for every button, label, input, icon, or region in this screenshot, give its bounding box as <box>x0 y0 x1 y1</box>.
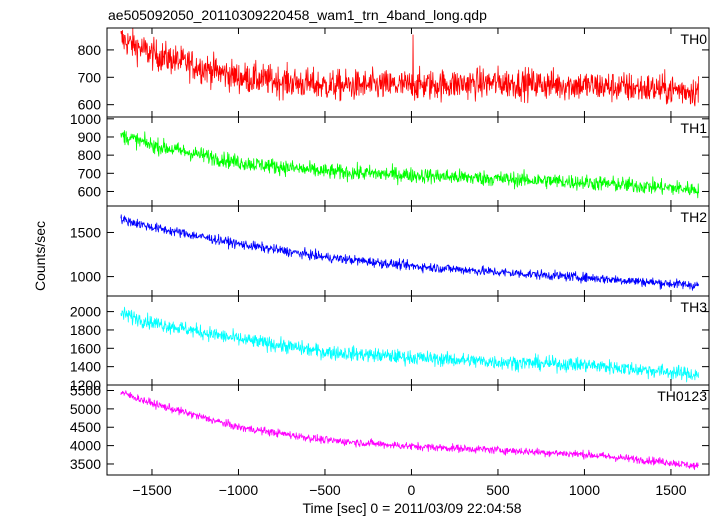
y-tick-label: 600 <box>78 97 102 113</box>
series-th3 <box>120 306 700 383</box>
y-tick-label: 800 <box>78 42 102 58</box>
y-tick-label: 600 <box>78 183 102 199</box>
y-tick-label: 4500 <box>70 419 101 435</box>
panel-th1: 600 700 800 900 1000 TH1 <box>70 111 710 207</box>
panel-frame <box>106 384 710 476</box>
panel-th3: 1200 1400 1600 1800 2000 TH3 <box>70 295 710 393</box>
panel-th0: 600 700 800 TH0 <box>78 27 710 118</box>
x-axis: −1500 −1000 −500 0 500 1000 1500 <box>132 482 686 498</box>
y-tick-label: 700 <box>78 69 102 85</box>
panel-label: TH3 <box>681 299 708 315</box>
panel-label: TH1 <box>681 120 708 136</box>
x-tick-label: −1000 <box>219 482 259 498</box>
chart-title: ae505092050_20110309220458_wam1_trn_4ban… <box>108 7 487 23</box>
x-tick-label: −1500 <box>132 482 172 498</box>
y-tick-label: 1600 <box>70 340 101 356</box>
panel-frame <box>106 205 710 297</box>
panel-th2: 1000 1500 TH2 <box>70 205 710 297</box>
y-tick-label: 1400 <box>70 359 101 375</box>
y-tick-label: 1000 <box>70 111 101 127</box>
series-th0123 <box>120 390 699 471</box>
series-th0 <box>120 27 700 107</box>
y-tick-label: 3500 <box>70 456 101 472</box>
y-axis-label: Counts/sec <box>32 221 48 291</box>
x-tick-label: 1000 <box>569 482 600 498</box>
y-tick-label: 1000 <box>70 269 101 285</box>
x-tick-label: 1500 <box>655 482 686 498</box>
y-tick-label: 5000 <box>70 401 101 417</box>
x-tick-label: 0 <box>408 482 416 498</box>
y-tick-label: 5500 <box>70 383 101 399</box>
panel-label: TH0123 <box>657 388 707 404</box>
y-tick-label: 1500 <box>70 224 101 240</box>
series-th2 <box>120 214 700 291</box>
y-tick-label: 2000 <box>70 304 101 320</box>
x-tick-label: −500 <box>309 482 341 498</box>
panel-label: TH0 <box>681 31 708 47</box>
panels: 600 700 800 TH0 600 700 800 900 1000 TH1 1000 1500 T… <box>70 27 710 476</box>
x-tick-label: 500 <box>486 482 510 498</box>
series-th1 <box>120 130 700 199</box>
y-tick-label: 700 <box>78 165 102 181</box>
y-tick-label: 1800 <box>70 322 101 338</box>
y-tick-label: 900 <box>78 129 102 145</box>
panel-frame <box>106 295 710 386</box>
y-tick-label: 4000 <box>70 438 101 454</box>
x-axis-label: Time [sec] 0 = 2011/03/09 22:04:58 <box>302 500 521 516</box>
panel-label: TH2 <box>681 209 708 225</box>
y-tick-label: 1200 <box>70 377 101 393</box>
panel-th0123: 3500 4000 4500 5000 5500 TH0123 <box>70 383 710 476</box>
y-tick-label: 800 <box>78 147 102 163</box>
panel-frame <box>106 116 710 207</box>
